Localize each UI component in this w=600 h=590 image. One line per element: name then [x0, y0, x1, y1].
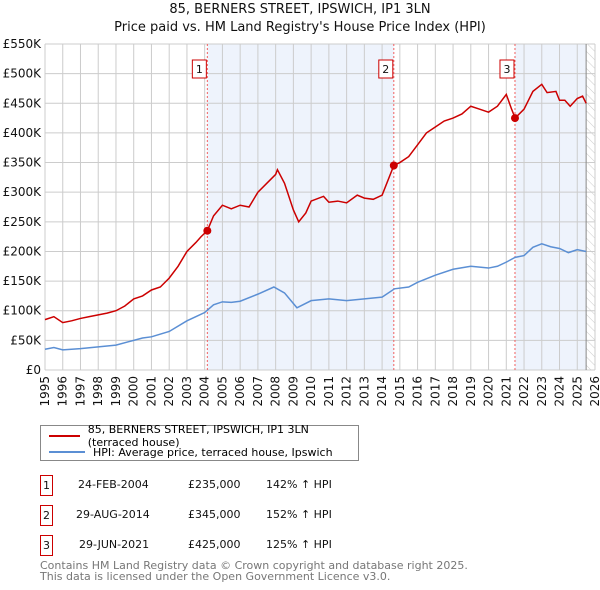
- x-tick-label: 1997: [73, 376, 87, 407]
- sale-label-box: [499, 59, 515, 79]
- y-tick-label: £400K: [3, 126, 43, 140]
- y-tick-label: £0: [26, 363, 41, 377]
- x-tick-label: 2005: [215, 376, 229, 407]
- legend-swatch-property: [49, 435, 80, 437]
- legend-swatch-hpi: [49, 451, 85, 453]
- x-tick-label: 2007: [251, 376, 265, 407]
- price-chart: 1995 1996 1997 1998 1999 2000 2001 2002 2003 2004…: [3, 37, 600, 407]
- forecast-hatch: [586, 44, 595, 370]
- sale-price: £425,000: [188, 538, 241, 551]
- footer-licence: This data is licensed under the Open Gov…: [40, 570, 391, 583]
- x-tick-label: 2022: [517, 376, 531, 407]
- y-tick-label: £50K: [10, 333, 42, 347]
- sale-badge: 2: [40, 505, 53, 526]
- chart-title: 85, BERNERS STREET, IPSWICH, IP1 3LN: [169, 2, 431, 17]
- shaded-range: [514, 44, 587, 370]
- x-tick-label: 1999: [109, 376, 123, 407]
- sale-label: 1: [196, 63, 203, 76]
- x-tick-label: 2008: [269, 376, 283, 407]
- legend-label-hpi: HPI: Average price, terraced house, Ipsw…: [93, 445, 333, 459]
- x-tick-label: 2025: [570, 376, 584, 407]
- y-tick-label: £250K: [3, 215, 43, 229]
- sale-price: £345,000: [188, 508, 241, 521]
- y-tick-label: £500K: [3, 67, 43, 81]
- x-tick-label: 1998: [91, 376, 105, 407]
- sale-hpi: 125% ↑ HPI: [266, 538, 332, 551]
- footer: Contains HM Land Registry data © Crown c…: [40, 560, 468, 582]
- x-tick-label: 2013: [357, 376, 371, 407]
- x-tick-label: 2004: [198, 376, 212, 407]
- y-tick-label: £550K: [3, 37, 43, 51]
- shaded-range: [207, 44, 394, 370]
- footer-copyright: Contains HM Land Registry data © Crown c…: [40, 559, 468, 572]
- x-tick-label: 2024: [553, 376, 567, 407]
- x-tick-label: 2006: [233, 376, 247, 407]
- x-tick-label: 2019: [464, 376, 478, 407]
- sale-price: £235,000: [188, 478, 241, 491]
- sale-date: 29-JUN-2021: [79, 538, 150, 551]
- series-line: [44, 242, 587, 351]
- sale-date: 24-FEB-2004: [78, 478, 149, 491]
- x-tick-label: 2009: [286, 376, 300, 407]
- y-tick-label: £450K: [3, 96, 43, 110]
- sale-point: [203, 226, 212, 235]
- x-tick-label: 2023: [535, 376, 549, 407]
- sale-date: 29-AUG-2014: [76, 508, 150, 521]
- sale-label: 3: [503, 63, 510, 76]
- x-tick-label: 2010: [304, 376, 318, 407]
- x-tick-label: 2014: [375, 376, 389, 407]
- x-tick-label: 2017: [428, 376, 442, 407]
- y-tick-label: £300K: [3, 185, 43, 199]
- x-tick-label: 2016: [411, 376, 425, 407]
- x-tick-label: 1995: [38, 376, 52, 407]
- legend-label-property: 85, BERNERS STREET, IPSWICH, IP1 3LN (te…: [87, 423, 309, 449]
- sale-label-box: [191, 59, 207, 79]
- x-tick-label: 2011: [322, 376, 336, 407]
- x-tick-label: 2026: [588, 376, 600, 407]
- sale-label: 2: [382, 63, 389, 76]
- sale-point: [389, 161, 398, 170]
- y-tick-label: £100K: [3, 304, 43, 318]
- x-tick-label: 2020: [482, 376, 496, 407]
- sale-badge: 1: [40, 475, 53, 496]
- y-tick-label: £350K: [3, 156, 43, 170]
- x-tick-label: 2001: [144, 376, 158, 407]
- x-tick-label: 2018: [446, 376, 460, 407]
- x-tick-label: 2002: [162, 376, 176, 407]
- sale-point: [510, 114, 519, 123]
- sale-badge: 3: [40, 535, 53, 556]
- x-tick-label: 2021: [499, 376, 513, 407]
- sale-hpi: 142% ↑ HPI: [266, 478, 332, 491]
- x-tick-label: 2003: [180, 376, 194, 407]
- sale-hpi: 152% ↑ HPI: [266, 508, 332, 521]
- chart-subtitle: Price paid vs. HM Land Registry's House …: [114, 20, 486, 35]
- x-tick-label: 1996: [56, 376, 70, 407]
- x-tick-label: 2000: [127, 376, 141, 407]
- sale-label-box: [378, 59, 394, 79]
- x-tick-label: 2012: [340, 376, 354, 407]
- x-tick-label: 2015: [393, 376, 407, 407]
- y-tick-label: £150K: [3, 274, 43, 288]
- y-tick-label: £200K: [3, 244, 43, 258]
- legend: 85, BERNERS STREET, IPSWICH, IP1 3LN (te…: [40, 423, 359, 461]
